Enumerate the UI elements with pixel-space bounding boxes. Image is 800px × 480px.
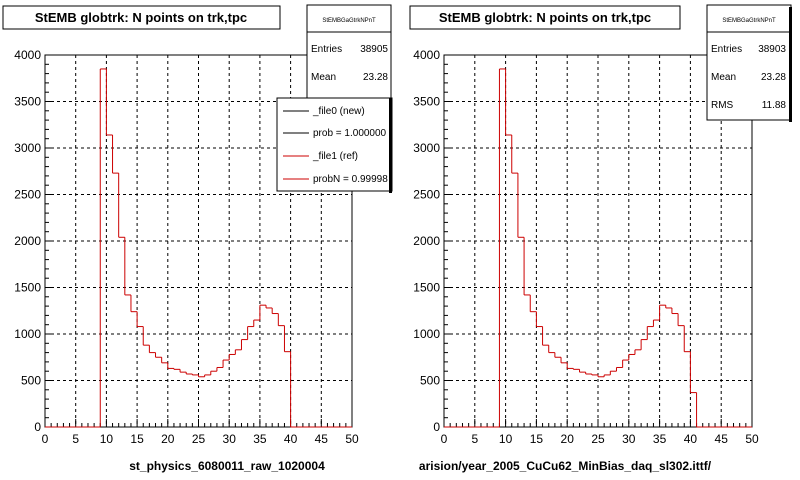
y-tick-labels: 0 500 1000 1500 2000 2500 3000 3500 4000 — [14, 48, 41, 434]
x-axis-label: st_physics_6080011_raw_1020004 — [129, 459, 325, 473]
x-tick-label: 40 — [284, 432, 298, 446]
x-tick-label: 50 — [345, 432, 359, 446]
plot-title: StEMB globtrk: N points on trk,tpc — [35, 10, 247, 25]
stats-mean-value: 23.28 — [363, 72, 388, 83]
legend-label-2: _file1 (ref) — [312, 151, 358, 162]
y-tick-label: 0 — [433, 420, 440, 434]
x-axis-label: arision/year_2005_CuCu62_MinBias_daq_sl3… — [419, 459, 712, 473]
x-tick-label: 5 — [72, 432, 79, 446]
stats-entries-label: Entries — [711, 44, 742, 55]
legend-label-3: probN = 0.99998 — [313, 174, 388, 185]
legend-label-1: prob = 1.000000 — [313, 128, 387, 139]
x-tick-label: 30 — [223, 432, 237, 446]
x-tick-labels: 0 5 10 15 20 25 30 35 40 45 50 — [42, 432, 359, 446]
y-tick-label: 4000 — [413, 48, 440, 62]
y-tick-label: 2500 — [14, 188, 41, 202]
y-tick-label: 1000 — [413, 327, 440, 341]
left-histogram-panel: StEMB globtrk: N points on trk,tpc 05001… — [2, 4, 393, 473]
title-box: StEMB globtrk: N points on trk,tpc — [2, 5, 281, 30]
x-tick-label: 35 — [653, 432, 667, 446]
x-tick-label: 20 — [561, 432, 575, 446]
stats-mean-label: Mean — [711, 72, 736, 83]
y-tick-label: 1000 — [14, 327, 41, 341]
stats-title: StEMBGaGtrkNPnT — [722, 18, 776, 24]
x-tick-label: 10 — [499, 432, 513, 446]
x-tick-label: 45 — [315, 432, 329, 446]
x-tick-label: 0 — [42, 432, 49, 446]
x-tick-label: 25 — [591, 432, 605, 446]
y-tick-label: 3500 — [14, 95, 41, 109]
histogram-bins — [444, 68, 752, 428]
histogram-bins — [45, 68, 352, 428]
y-tick-labels: 0 500 1000 1500 2000 2500 3000 3500 4000 — [413, 48, 440, 434]
stats-entries-label: Entries — [311, 44, 342, 55]
y-tick-label: 2500 — [413, 188, 440, 202]
y-tick-label: 0 — [34, 420, 41, 434]
y-tick-label: 2000 — [413, 234, 440, 248]
x-tick-label: 15 — [130, 432, 144, 446]
x-tick-label: 35 — [253, 432, 267, 446]
y-tick-label: 500 — [420, 374, 440, 388]
stats-mean-value: 23.28 — [761, 72, 786, 83]
right-histogram-panel: StEMB globtrk: N points on trk,tpc 05001… — [409, 4, 792, 473]
plot-title: StEMB globtrk: N points on trk,tpc — [439, 10, 651, 25]
x-tick-label: 5 — [471, 432, 478, 446]
x-tick-label: 15 — [530, 432, 544, 446]
legend-box: _file0 (new) prob = 1.000000 _file1 (ref… — [276, 97, 393, 193]
y-tick-label: 4000 — [14, 48, 41, 62]
y-tick-label: 2000 — [14, 234, 41, 248]
stats-mean-label: Mean — [311, 72, 336, 83]
y-tick-label: 3000 — [413, 141, 440, 155]
legend-label-0: _file0 (new) — [312, 106, 365, 117]
y-tick-label: 1500 — [14, 281, 41, 295]
x-tick-label: 45 — [715, 432, 729, 446]
x-tick-label: 20 — [161, 432, 175, 446]
stats-rms-value: 11.88 — [762, 100, 787, 111]
stats-entries-value: 38903 — [758, 44, 786, 55]
x-tick-label: 0 — [441, 432, 448, 446]
x-tick-label: 10 — [100, 432, 114, 446]
stats-entries-value: 38905 — [360, 44, 388, 55]
x-tick-label: 50 — [745, 432, 759, 446]
y-tick-label: 3500 — [413, 95, 440, 109]
stats-box: StEMBGaGtrkNPnT Entries 38903 Mean 23.28… — [706, 4, 792, 122]
y-tick-label: 3000 — [14, 141, 41, 155]
x-tick-label: 40 — [684, 432, 698, 446]
x-tick-label: 30 — [622, 432, 636, 446]
stats-box: StEMBGaGtrkNPnT Entries 38905 Mean 23.28 — [306, 4, 392, 101]
y-tick-label: 1500 — [413, 281, 440, 295]
y-tick-label: 500 — [21, 374, 41, 388]
x-tick-labels: 0 5 10 15 20 25 30 35 40 45 50 — [441, 432, 759, 446]
x-tick-label: 25 — [192, 432, 206, 446]
stats-title: StEMBGaGtrkNPnT — [322, 18, 376, 24]
title-box: StEMB globtrk: N points on trk,tpc — [409, 5, 681, 30]
stats-rms-label: RMS — [711, 100, 734, 111]
